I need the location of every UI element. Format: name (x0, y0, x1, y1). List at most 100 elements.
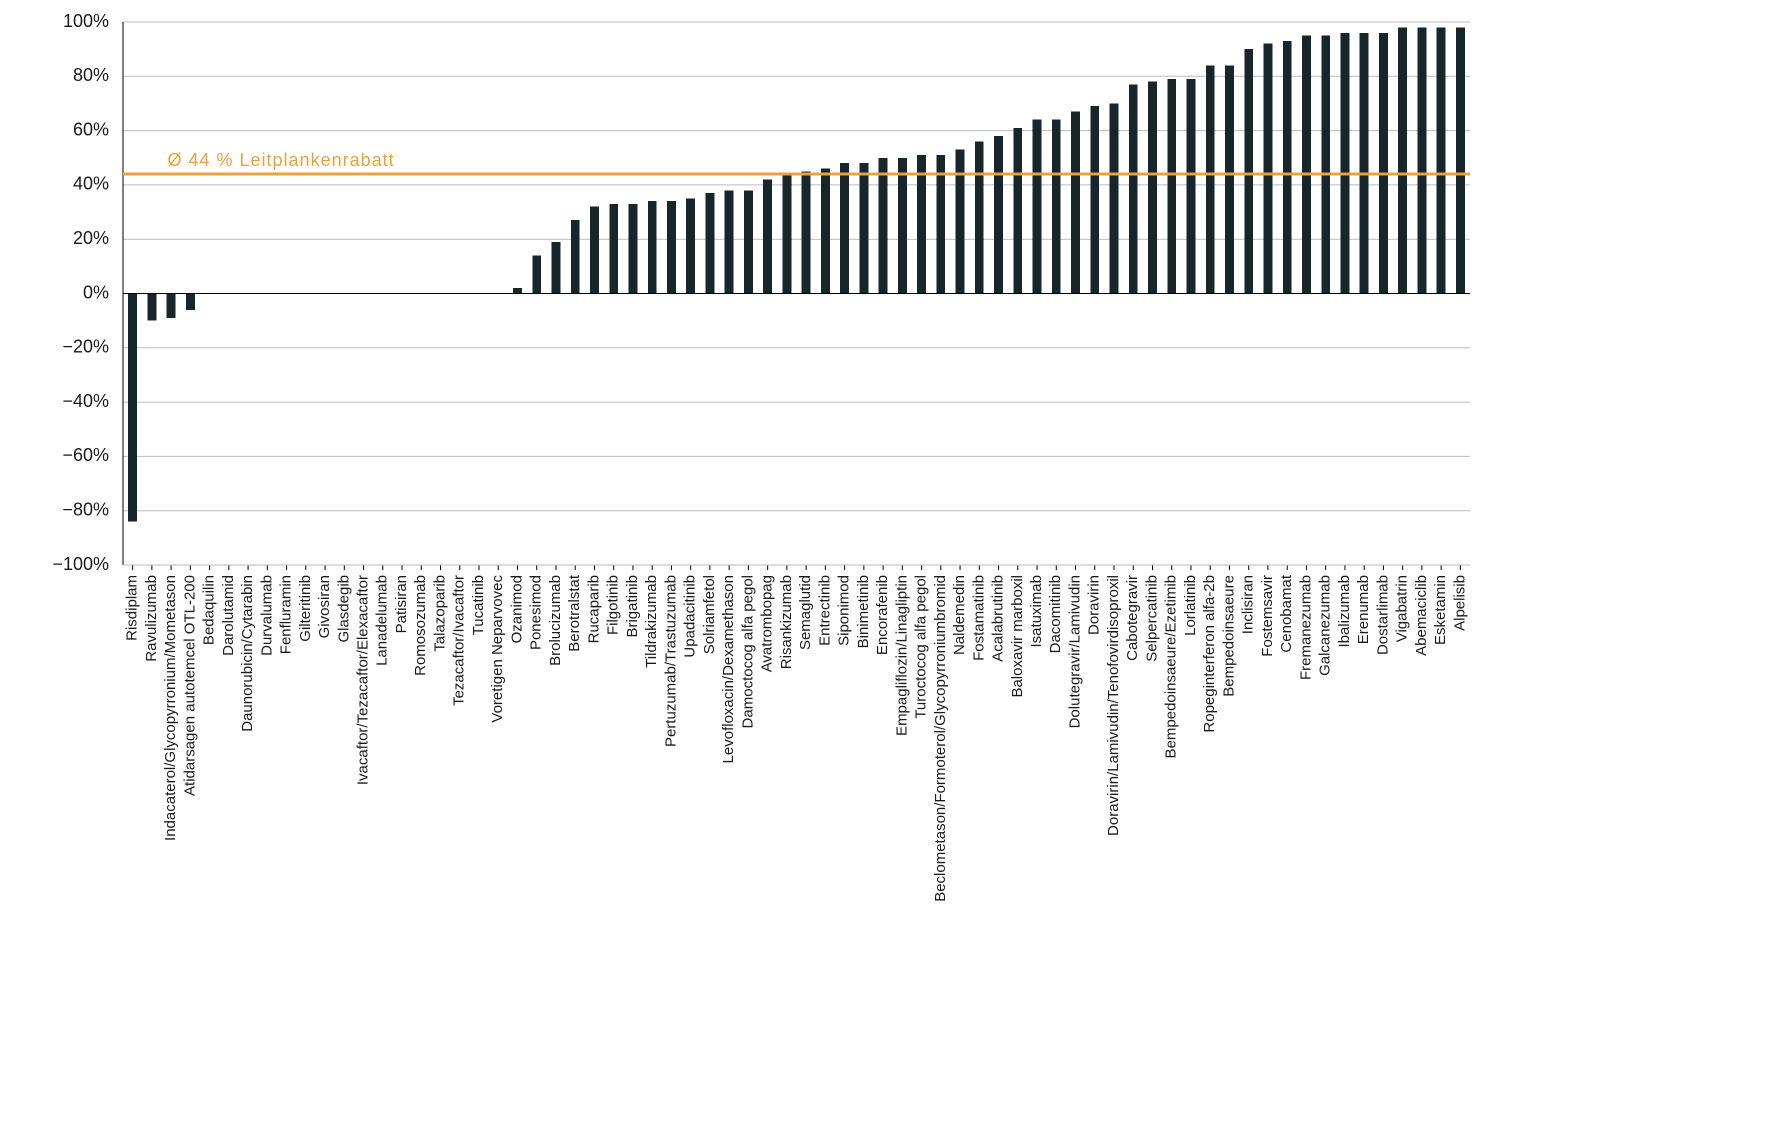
bar (1187, 79, 1196, 293)
bar (1283, 41, 1292, 293)
x-tick-label: Naldemedin (951, 575, 968, 655)
bar (879, 158, 888, 294)
x-tick-label: Fostemsavir (1259, 575, 1276, 657)
x-tick-label: Damoctocog alfa pegol (739, 575, 756, 728)
x-tick-label: Darolutamid (220, 575, 237, 656)
bar (898, 158, 907, 294)
x-tick-label: Isatuximab (1028, 575, 1045, 648)
x-tick-label: Fenfluramin (278, 575, 295, 654)
x-tick-label: Ravulizumab (143, 575, 160, 662)
bar (1110, 103, 1119, 293)
x-tick-label: Rucaparib (585, 575, 602, 643)
x-tick-label: Tildrakizumab (643, 575, 660, 668)
bar (782, 174, 791, 293)
x-tick-label: Esketamin (1432, 575, 1449, 645)
x-tick-label: Risankizumab (778, 575, 795, 669)
bar (552, 242, 561, 294)
x-tick-label: Fostamatinib (970, 575, 987, 661)
bar (1437, 27, 1446, 293)
bar (147, 294, 156, 321)
bar (1340, 33, 1349, 294)
x-tick-label: Gilteritinib (297, 575, 314, 642)
x-tick-label: Doravirin/Lamivudin/Tenofovirdisoproxil (1105, 575, 1122, 836)
x-tick-label: Selpercatinib (1143, 575, 1160, 662)
y-tick-label: −60% (62, 445, 109, 465)
x-tick-label: Risdiplam (124, 575, 141, 641)
x-tick-label: Givosiran (316, 575, 333, 638)
x-tick-label: Romosozumab (412, 575, 429, 676)
y-tick-label: 60% (73, 119, 109, 139)
x-tick-label: Fremanezumab (1297, 575, 1314, 680)
y-tick-label: 40% (73, 174, 109, 194)
x-tick-label: Talazoparib (431, 575, 448, 652)
x-tick-label: Ropeginterferon alfa-2b (1201, 575, 1218, 733)
x-tick-label: Levofloxacin/Dexamethason (720, 575, 737, 763)
x-tick-label: Vigabatrin (1394, 575, 1411, 642)
x-tick-label: Patisiran (393, 575, 410, 633)
bar (1090, 106, 1099, 293)
bar (167, 294, 176, 318)
y-tick-label: −100% (52, 554, 109, 574)
bar (571, 220, 580, 293)
bar (1321, 36, 1330, 294)
bar (1456, 27, 1465, 293)
bar (802, 171, 811, 293)
x-tick-label: Siponimod (836, 575, 853, 646)
bar (186, 294, 195, 310)
bar (840, 163, 849, 293)
x-tick-label: Abemaciclib (1413, 575, 1430, 656)
x-tick-label: Ivacaftor/Tezacaftor/Elexacaftor (355, 575, 372, 785)
bar (1379, 33, 1388, 294)
bar (744, 190, 753, 293)
bar (917, 155, 926, 293)
bar (609, 204, 618, 294)
bar (763, 179, 772, 293)
bar (859, 163, 868, 293)
y-tick-label: 80% (73, 65, 109, 85)
x-tick-label: Inclisiran (1240, 575, 1257, 634)
bar (1148, 82, 1157, 294)
x-tick-label: Upadacitinib (682, 575, 699, 658)
y-tick-label: 100% (63, 11, 109, 31)
x-tick-label: Avatrombopag (759, 575, 776, 672)
x-tick-label: Encorafenib (874, 575, 891, 655)
x-tick-label: Bedaquilin (201, 575, 218, 645)
x-tick-label: Lorlatinib (1182, 575, 1199, 636)
x-tick-label: Dacomitinib (1047, 575, 1064, 653)
y-tick-label: −80% (62, 499, 109, 519)
x-tick-label: Bempedoinsaeure (1220, 575, 1237, 697)
bar (1071, 112, 1080, 294)
chart-svg: −100%−80%−60%−40%−20%0%20%40%60%80%100%Ø… (0, 0, 1777, 1122)
x-tick-label: Cenobamat (1278, 574, 1295, 652)
y-tick-label: −20% (62, 337, 109, 357)
x-tick-label: Empagliflozin/Linagliptin (893, 575, 910, 736)
x-tick-label: Pertuzumab/Trastuzumab (662, 575, 679, 747)
bar (1167, 79, 1176, 293)
x-tick-label: Cabotegravir (1124, 575, 1141, 661)
bar-chart: −100%−80%−60%−40%−20%0%20%40%60%80%100%Ø… (0, 0, 1777, 1122)
bar (1033, 120, 1042, 294)
reference-line-label: Ø 44 % Leitplankenrabatt (167, 150, 394, 170)
bar (1206, 65, 1215, 293)
x-tick-label: Brigatinib (624, 575, 641, 638)
x-tick-label: Turoctocog alfa pegol (913, 575, 930, 719)
bar (532, 255, 541, 293)
bar (1360, 33, 1369, 294)
x-tick-label: Ozanimod (508, 575, 525, 643)
x-tick-label: Galcanezumab (1317, 575, 1334, 676)
x-tick-label: Entrectinib (816, 575, 833, 646)
y-tick-label: −40% (62, 391, 109, 411)
bar (725, 190, 734, 293)
bar (629, 204, 638, 294)
x-tick-label: Semaglutid (797, 575, 814, 650)
bar (1052, 120, 1061, 294)
x-tick-label: Voretigen Neparvovec (489, 575, 506, 723)
bar (128, 294, 137, 522)
x-tick-label: Bempedoinsaeure/Ezetimib (1163, 575, 1180, 758)
bar (1264, 44, 1273, 294)
bar (1129, 84, 1138, 293)
bar (686, 198, 695, 293)
bar (1417, 27, 1426, 293)
x-tick-label: Baloxavir marboxil (1009, 575, 1026, 698)
x-tick-label: Indacaterol/Glycopyrronium/Mometason (162, 575, 179, 841)
